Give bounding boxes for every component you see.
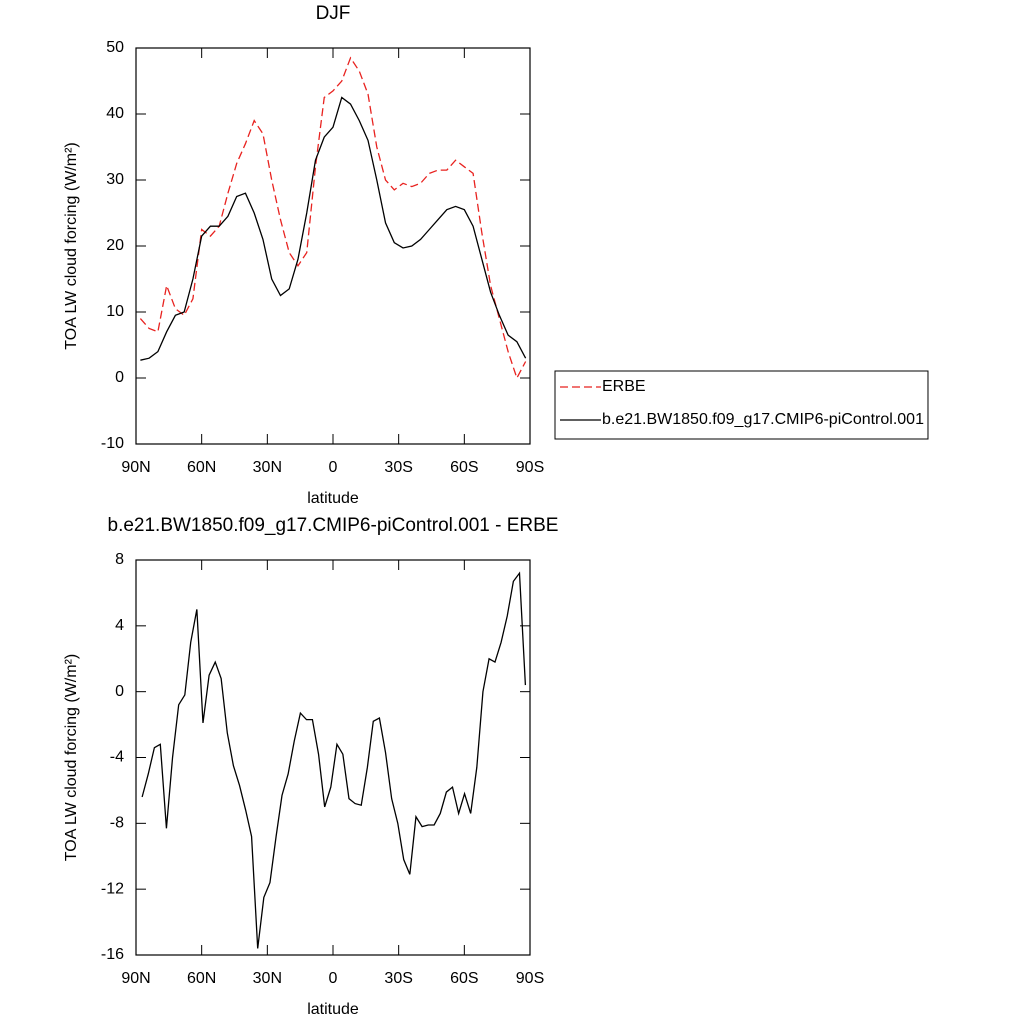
legend-label: b.e21.BW1850.f09_g17.CMIP6-piControl.001 [602,411,924,428]
x-tick-label: 60S [450,459,478,476]
y-tick-label: 50 [106,39,124,56]
x-axis-label: latitude [307,1001,359,1018]
y-tick-label: -16 [101,946,124,963]
y-tick-label: -12 [101,880,124,897]
legend-label: ERBE [602,378,646,395]
legend: ERBE b.e21.BW1850.f09_g17.CMIP6-piControl… [554,370,929,440]
x-tick-label: 60S [450,970,478,987]
y-tick-label: -8 [110,815,124,832]
y-tick-label: 30 [106,171,124,188]
y-tick-label: 8 [115,551,124,568]
x-tick-label: 0 [329,970,338,987]
y-axis-label: TOA LW cloud forcing (W/m²) [63,654,80,861]
plot-frame [135,47,531,445]
x-axis-label: latitude [307,490,359,507]
x-tick-label: 60N [187,459,216,476]
y-tick-label: 4 [115,617,124,634]
x-tick-label: 30S [384,970,412,987]
y-tick-label: -10 [101,435,124,452]
x-tick-label: 30N [253,970,282,987]
chart-title: b.e21.BW1850.f09_g17.CMIP6-piControl.001… [108,515,559,536]
x-tick-label: 60N [187,970,216,987]
y-tick-label: 0 [115,683,124,700]
y-tick-label: -4 [110,749,124,766]
y-tick-label: 10 [106,303,124,320]
y-tick-label: 0 [115,369,124,386]
data-line [141,571,527,949]
x-tick-label: 0 [329,459,338,476]
y-axis-label: TOA LW cloud forcing (W/m²) [63,142,80,349]
y-tick-label: 20 [106,237,124,254]
data-line [139,56,527,380]
chart-title: DJF [316,3,351,24]
x-tick-label: 90S [516,970,544,987]
x-tick-label: 30S [384,459,412,476]
data-line [140,96,527,361]
legend-frame [554,370,929,440]
x-tick-label: 90S [516,459,544,476]
y-tick-label: 40 [106,105,124,122]
plot-frame [135,559,531,956]
x-tick-label: 30N [253,459,282,476]
x-tick-label: 90N [121,459,150,476]
x-tick-label: 90N [121,970,150,987]
